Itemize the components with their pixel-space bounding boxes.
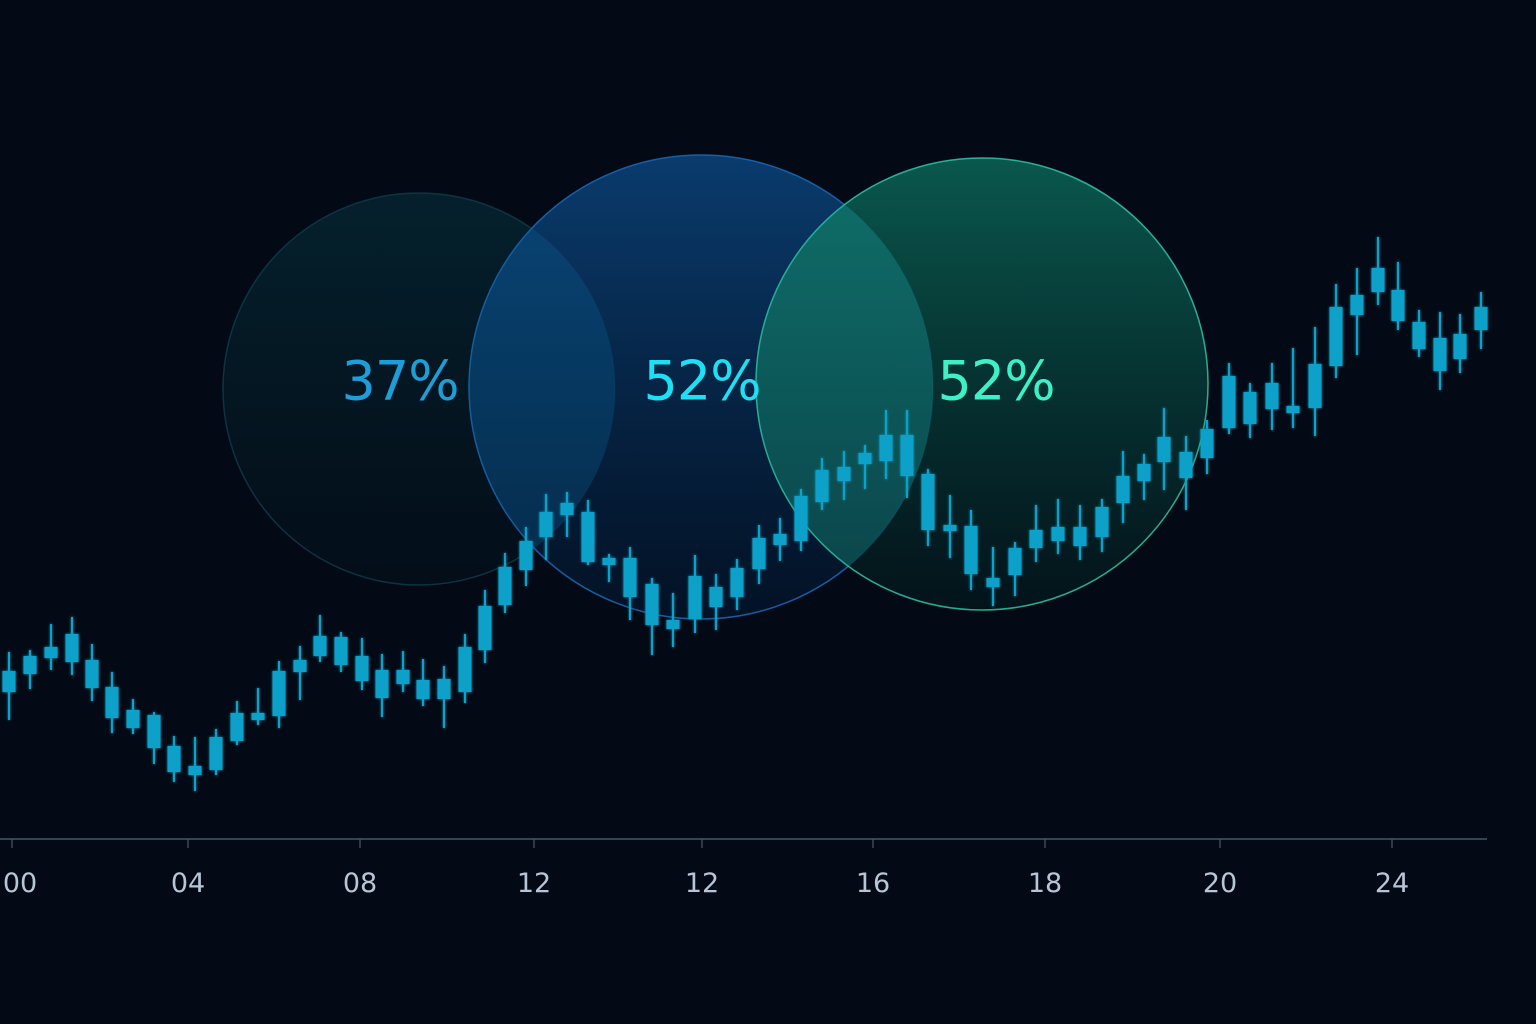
candle — [230, 701, 244, 745]
candle — [65, 617, 79, 675]
candle — [437, 666, 451, 728]
candle — [1095, 499, 1109, 552]
x-tick-label: 04 — [170, 868, 206, 899]
x-tick-label: 24 — [1374, 868, 1410, 899]
candle — [921, 469, 935, 546]
candle — [126, 699, 140, 734]
candle — [666, 593, 680, 647]
candle — [147, 712, 161, 764]
candle — [581, 500, 595, 565]
candle — [478, 590, 492, 663]
overlap-middle-right — [756, 158, 933, 610]
candle — [1453, 314, 1467, 373]
candle — [334, 632, 348, 672]
circle-right — [755, 157, 1209, 611]
candle — [623, 547, 637, 620]
candle — [900, 410, 914, 498]
candle — [1433, 312, 1447, 390]
candle — [858, 445, 872, 489]
candle — [1073, 505, 1087, 560]
candle — [815, 458, 829, 510]
candle — [209, 729, 223, 775]
candle — [85, 644, 99, 701]
candle — [23, 650, 37, 689]
candle — [44, 624, 58, 670]
x-axis — [0, 838, 1487, 848]
candle — [375, 654, 389, 717]
candle — [1329, 284, 1343, 378]
candle — [1008, 542, 1022, 596]
candle — [519, 527, 533, 586]
candles — [2, 237, 1488, 791]
candle — [1371, 237, 1385, 305]
circle-overlays — [222, 154, 1209, 620]
candle — [1116, 451, 1130, 523]
candle — [105, 672, 119, 733]
candle — [1412, 310, 1426, 357]
candle — [539, 494, 553, 560]
candle — [688, 555, 702, 633]
candle — [602, 554, 616, 582]
candle — [313, 615, 327, 662]
candle — [1243, 383, 1257, 438]
x-tick-label: 20 — [1202, 868, 1238, 899]
candle — [943, 495, 957, 558]
candle — [272, 661, 286, 728]
candle — [1029, 505, 1043, 562]
candle — [1200, 420, 1214, 474]
candle — [1222, 363, 1236, 434]
candle — [458, 634, 472, 703]
x-tick-label: 08 — [342, 868, 378, 899]
candle — [794, 489, 808, 551]
candle — [2, 652, 16, 720]
candle — [560, 492, 574, 537]
candle — [1157, 408, 1171, 490]
candle — [355, 638, 369, 690]
candle — [1391, 262, 1405, 330]
circle-middle-label: 52% — [643, 349, 761, 413]
candle — [752, 525, 766, 584]
candle — [251, 688, 265, 725]
candle — [498, 553, 512, 613]
candle — [709, 574, 723, 630]
circle-left-label: 37% — [341, 349, 459, 413]
candle — [986, 547, 1000, 606]
candle — [416, 659, 430, 706]
candle — [1265, 363, 1279, 430]
candle — [730, 559, 744, 610]
x-tick-label: 16 — [855, 868, 891, 899]
candle — [1286, 348, 1300, 428]
x-tick-label: 12 — [516, 868, 552, 899]
x-tick-label: 12 — [684, 868, 720, 899]
candle — [879, 410, 893, 479]
overlap-left-middle — [469, 193, 615, 585]
candle — [293, 646, 307, 700]
candle — [1179, 436, 1193, 510]
candle — [1051, 499, 1065, 554]
candle — [645, 578, 659, 655]
candle — [1308, 327, 1322, 436]
circle-right-label: 52% — [937, 349, 1055, 413]
candle — [167, 736, 181, 782]
candle — [1350, 268, 1364, 355]
candle — [964, 510, 978, 590]
x-tick-label: 18 — [1027, 868, 1063, 899]
candle — [773, 518, 787, 561]
x-tick-label: 00 — [2, 868, 38, 899]
candle — [188, 737, 202, 791]
candle — [396, 651, 410, 692]
candle — [1474, 292, 1488, 349]
candle — [1137, 454, 1151, 500]
candle — [837, 451, 851, 500]
